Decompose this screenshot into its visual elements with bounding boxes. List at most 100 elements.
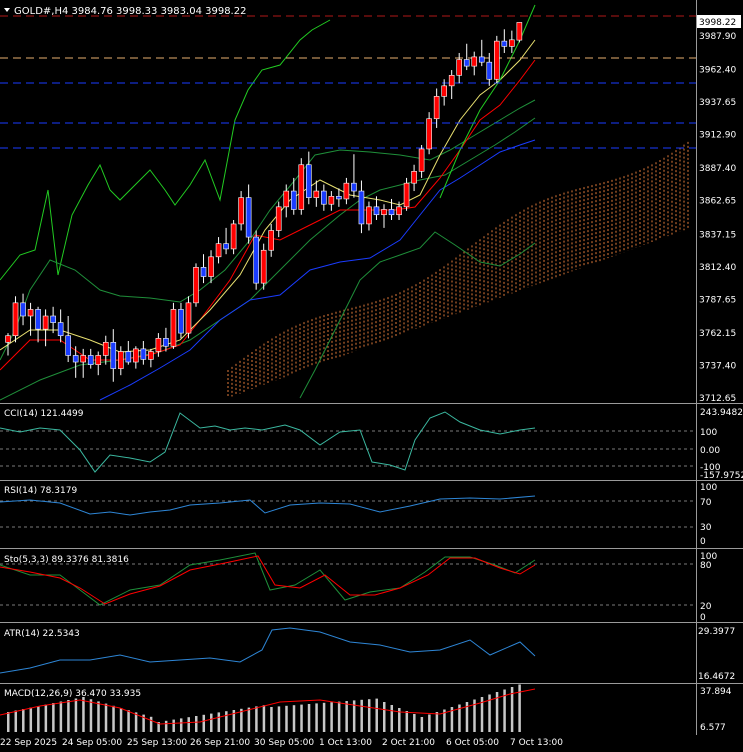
macd-histogram-bar <box>480 697 484 732</box>
cci-line <box>0 411 536 473</box>
price-axis-label: 3912.90 <box>699 131 736 141</box>
candle-body <box>253 236 259 284</box>
price-axis-label: 3837.15 <box>699 230 736 240</box>
candle-body <box>418 148 425 172</box>
cci-axis-min: -157.9752 <box>700 471 743 481</box>
macd-histogram-bar <box>44 704 48 732</box>
dropdown-arrow-icon[interactable] <box>4 8 10 12</box>
macd-histogram-bar <box>195 716 198 732</box>
macd-histogram-bar <box>89 699 93 732</box>
candle-body <box>65 335 71 356</box>
current-price-badge <box>697 15 741 28</box>
bollinger-upper-line <box>0 99 536 361</box>
macd-histogram-bar <box>292 705 296 732</box>
price-axis-label: 3887.40 <box>699 164 736 174</box>
macd-histogram-bar <box>172 719 175 732</box>
candle-body <box>5 335 11 343</box>
macd-histogram-bar <box>360 699 363 732</box>
macd-histogram-bar <box>443 709 446 732</box>
candle-body <box>80 355 86 363</box>
candle-body <box>426 118 432 150</box>
bollinger-lower-line <box>299 231 536 399</box>
candle-body <box>343 182 350 200</box>
stoch-axis-20: 20 <box>700 602 712 612</box>
macd-histogram-bar <box>59 701 63 732</box>
macd-histogram-bar <box>315 703 318 732</box>
macd-histogram-bar <box>352 700 356 732</box>
macd-histogram-bar <box>29 707 33 732</box>
candle-body <box>403 182 410 208</box>
candle-body <box>396 206 402 216</box>
macd-histogram-bar <box>202 714 206 732</box>
macd-histogram-bar <box>119 708 123 732</box>
time-label: 24 Sep 05:00 <box>62 738 122 748</box>
candle-body <box>388 209 395 216</box>
macd-histogram-bar <box>157 722 160 732</box>
rsi-axis-0: 0 <box>700 537 706 547</box>
price-axis-label: 3762.15 <box>699 329 736 339</box>
current-price-label: 3998.22 <box>699 18 736 28</box>
candle-body <box>283 190 290 208</box>
macd-histogram-bar <box>458 704 461 732</box>
candle-body <box>125 351 132 363</box>
price-axis-label: 3787.65 <box>699 295 736 305</box>
candle-body <box>486 61 493 80</box>
candle-body <box>448 75 455 87</box>
atr-axis-min: 16.4672 <box>698 672 735 682</box>
macd-histogram-bar <box>383 702 386 732</box>
macd-histogram-bar <box>345 701 348 732</box>
macd-histogram-bar <box>232 710 236 732</box>
candle-body <box>493 40 500 80</box>
candle-body <box>12 302 19 337</box>
rsi-axis-30: 30 <box>700 523 712 533</box>
candle-body <box>509 39 515 47</box>
candle-body <box>238 197 244 225</box>
macd-histogram-bar <box>473 699 476 732</box>
candle-body <box>42 315 49 330</box>
macd-histogram-bar <box>210 713 213 732</box>
candle-body <box>381 209 387 216</box>
candle-body <box>185 302 192 334</box>
price-axis[interactable]: 3987.90 3962.40 3937.65 3912.90 3887.40 3862.… <box>699 32 736 404</box>
candle-body <box>471 56 478 67</box>
candle-body <box>102 342 109 356</box>
candle-body <box>441 85 447 97</box>
candle-body <box>433 96 440 120</box>
candle-body <box>50 315 56 323</box>
candle-body <box>57 322 64 337</box>
time-label: 6 Oct 05:00 <box>446 738 499 748</box>
candle-body <box>305 164 312 198</box>
price-axis-label: 3987.90 <box>699 32 736 42</box>
candle-body <box>155 338 162 352</box>
atr-axis-max: 29.3977 <box>698 627 735 637</box>
macd-histogram-bar <box>518 684 521 732</box>
macd-histogram-bar <box>413 714 416 732</box>
macd-axis-max: 37.894 <box>700 687 732 697</box>
macd-histogram-bar <box>495 692 499 732</box>
candle-body <box>163 338 169 347</box>
candle-body <box>358 190 365 225</box>
macd-histogram-bar <box>277 706 281 732</box>
horizontal-levels[interactable] <box>0 15 696 149</box>
macd-histogram-bar <box>255 706 258 732</box>
stoch-label: Sto(5,3,3) 89.3376 81.3816 <box>4 555 129 565</box>
time-axis[interactable]: 22 Sep 2025 24 Sep 05:00 25 Sep 13:00 26… <box>0 738 563 748</box>
candle-body <box>373 206 380 216</box>
candle-body <box>463 59 470 67</box>
chart-header: GOLD#,H4 3984.76 3998.33 3983.04 3998.22 <box>14 6 246 17</box>
macd-histogram-bar <box>67 700 70 732</box>
candle-body <box>501 40 508 47</box>
candle-body <box>223 243 229 250</box>
macd-histogram-bar <box>367 699 371 732</box>
macd-histogram-bar <box>398 708 401 732</box>
candle-body <box>95 355 102 365</box>
macd-histogram-bar <box>97 701 100 732</box>
candle-body <box>118 351 124 369</box>
macd-histogram-bar <box>262 705 266 732</box>
macd-histogram-bar <box>375 698 378 732</box>
candle-body <box>193 267 199 304</box>
candle-body <box>72 355 79 363</box>
rsi-line <box>0 495 536 516</box>
